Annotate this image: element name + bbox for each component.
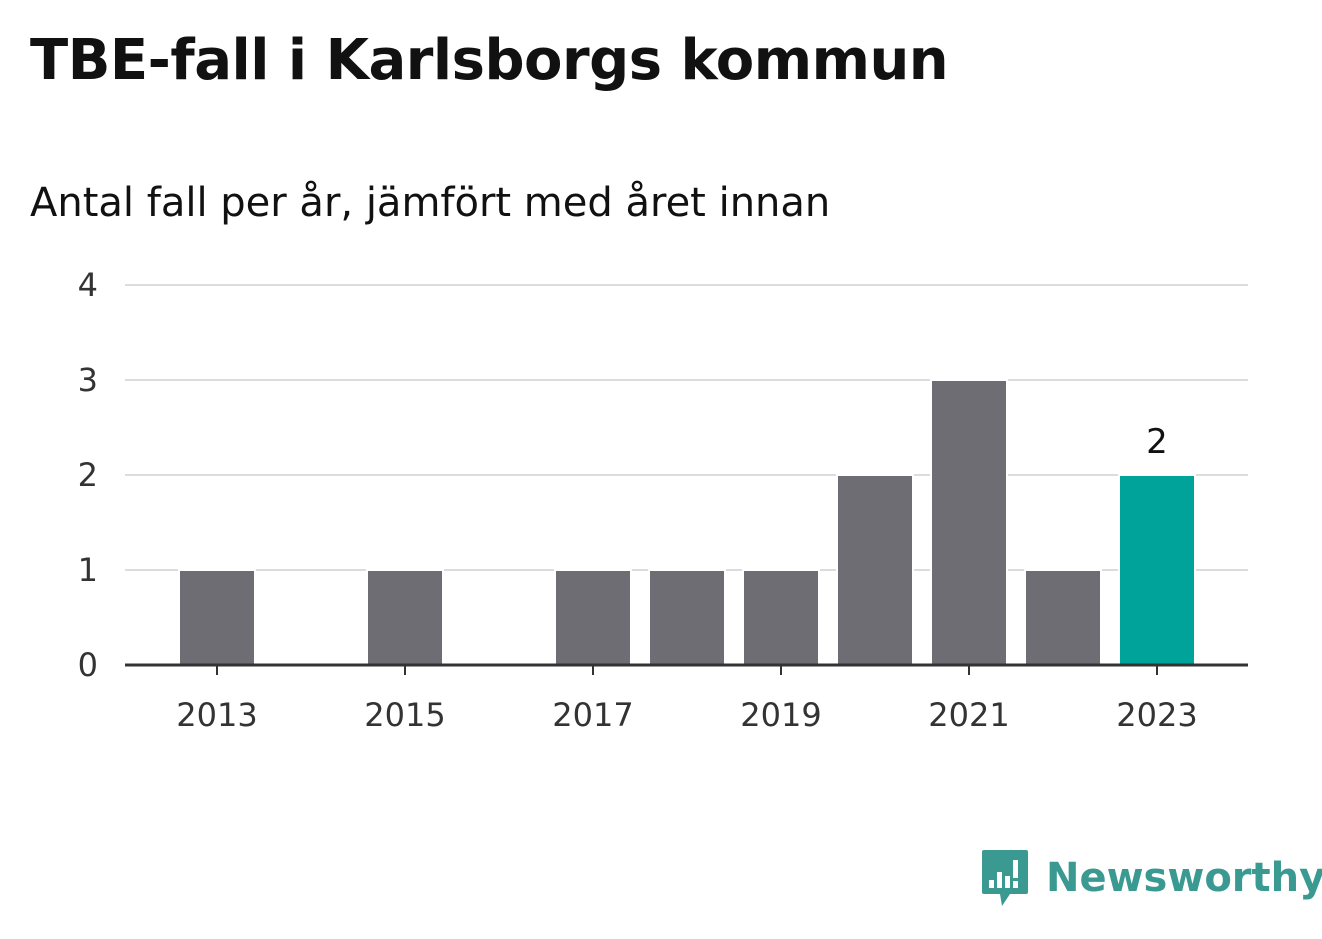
bar-2013 — [179, 570, 255, 665]
x-tick-label: 2013 — [176, 696, 257, 734]
bar-2019 — [743, 570, 819, 665]
x-tick-label: 2019 — [740, 696, 821, 734]
bar-2023 — [1119, 475, 1195, 665]
bar-2017 — [555, 570, 631, 665]
y-tick-label: 4 — [78, 266, 98, 304]
y-tick-label: 2 — [78, 456, 98, 494]
y-tick-label: 1 — [78, 551, 98, 589]
bar-2020 — [837, 475, 913, 665]
bar-2015 — [367, 570, 443, 665]
brand-logo: Newsworthy — [980, 848, 1322, 908]
x-tick-label: 2015 — [364, 696, 445, 734]
bar-chart-speech-bubble-icon — [980, 848, 1030, 908]
y-tick-label: 3 — [78, 361, 98, 399]
x-tick-label: 2021 — [928, 696, 1009, 734]
bar-chart: 0 1 2 3 4 2013 2015 2017 2019 2021 2023 2 — [0, 0, 1322, 939]
bar-2022 — [1025, 570, 1101, 665]
x-tick-label: 2017 — [552, 696, 633, 734]
bar-2018 — [649, 570, 725, 665]
value-label: 2 — [1146, 422, 1168, 462]
x-tick-label: 2023 — [1116, 696, 1197, 734]
brand-name: Newsworthy — [1046, 855, 1322, 901]
bar-2021 — [931, 380, 1007, 665]
y-tick-label: 0 — [78, 646, 98, 684]
